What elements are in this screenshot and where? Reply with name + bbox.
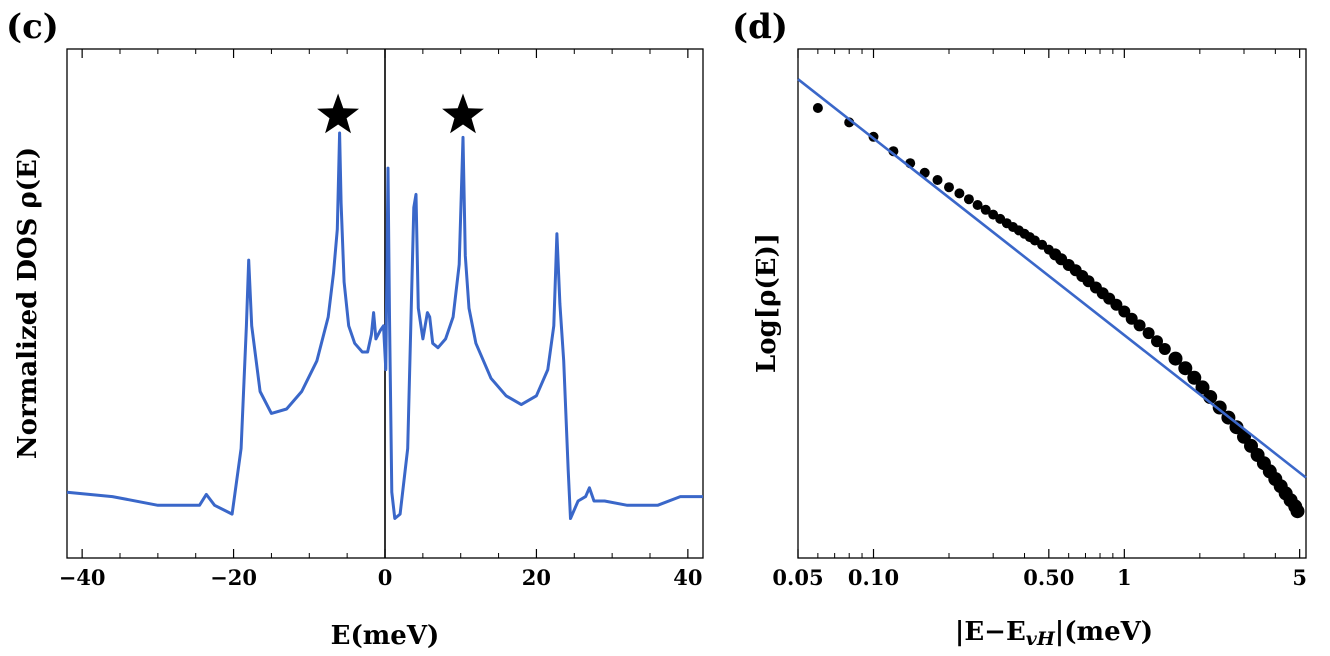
peak-star-icon [317, 93, 359, 134]
panel-d-xlabel-sub: vH [1026, 628, 1056, 650]
panel-d-tick-label: 5 [1292, 565, 1307, 590]
panel-d-data-point [1168, 351, 1183, 366]
panel-c-tick-label: −20 [210, 565, 257, 590]
panel-c-stars [317, 93, 484, 134]
panel-d-tick-label: 1 [1117, 565, 1132, 590]
panel-c-x-ticks [81, 49, 689, 558]
panel-d-data-point [1151, 335, 1163, 348]
panel-d-tick-label: 0.50 [1023, 565, 1074, 590]
panel-c-dos-line [66, 131, 703, 520]
panel-d-data-point [1229, 420, 1244, 435]
panel-d-data-point [1125, 312, 1138, 325]
panel-d-data-point [1195, 380, 1210, 395]
panel-d-tick-label: 0.10 [848, 565, 899, 590]
panel-d-data-point [1158, 343, 1171, 355]
panel-d-data-point [932, 175, 943, 185]
panel-c-tick-label: 0 [378, 565, 393, 590]
panel-c-ylabel: Normalized DOS ρ(E) [13, 147, 43, 459]
panel-d-x-tick-labels: 0.05 0.10 0.50 1 5 [772, 565, 1307, 590]
panel-d-xlabel: |E−EvH|(meV) [955, 617, 1153, 650]
panel-d-data-point [812, 103, 823, 113]
panel-c-tick-label: 20 [522, 565, 551, 590]
panel-d-data-point [954, 188, 965, 199]
panel-d-data-point [1110, 298, 1123, 311]
panel-d-data-points [812, 103, 1305, 519]
peak-star-icon [442, 93, 484, 134]
panel-d-data-point [980, 204, 991, 215]
panel-d-data-point [1118, 305, 1131, 318]
panel-d-data-point [1029, 235, 1040, 246]
panel-d-data-point [1290, 504, 1305, 519]
panel-d-ylabel: Log[ρ(E)] [752, 233, 782, 373]
panel-d-data-point [972, 200, 983, 210]
panel-d-tick-label: 0.05 [772, 565, 823, 590]
panel-d-data-point [1133, 319, 1146, 332]
panel-d-xlabel-main: |E−E [955, 617, 1026, 647]
panel-c-tick-label: 40 [673, 565, 702, 590]
panel-d-data-point [1212, 400, 1227, 415]
panel-c-xlabel: E(meV) [331, 621, 440, 651]
panel-d-data-point [1142, 327, 1155, 340]
panel-d-x-ticks [797, 49, 1301, 558]
panel-c-tick-label: −40 [59, 565, 106, 590]
panel-c-x-tick-labels: −40 −20 0 20 40 [59, 565, 703, 590]
panel-d-data-point [1187, 370, 1202, 385]
panel-d-label: (d) [732, 7, 788, 47]
panel-d-data-point [1178, 361, 1193, 376]
panel-c-label: (c) [6, 7, 59, 47]
panel-d-xlabel-tail: |(meV) [1055, 617, 1153, 647]
panel-d-fit-line [797, 78, 1307, 479]
panel-d-frame [797, 48, 1307, 559]
panel-d-data-point [944, 182, 954, 193]
panel-d-data-point [963, 194, 974, 205]
